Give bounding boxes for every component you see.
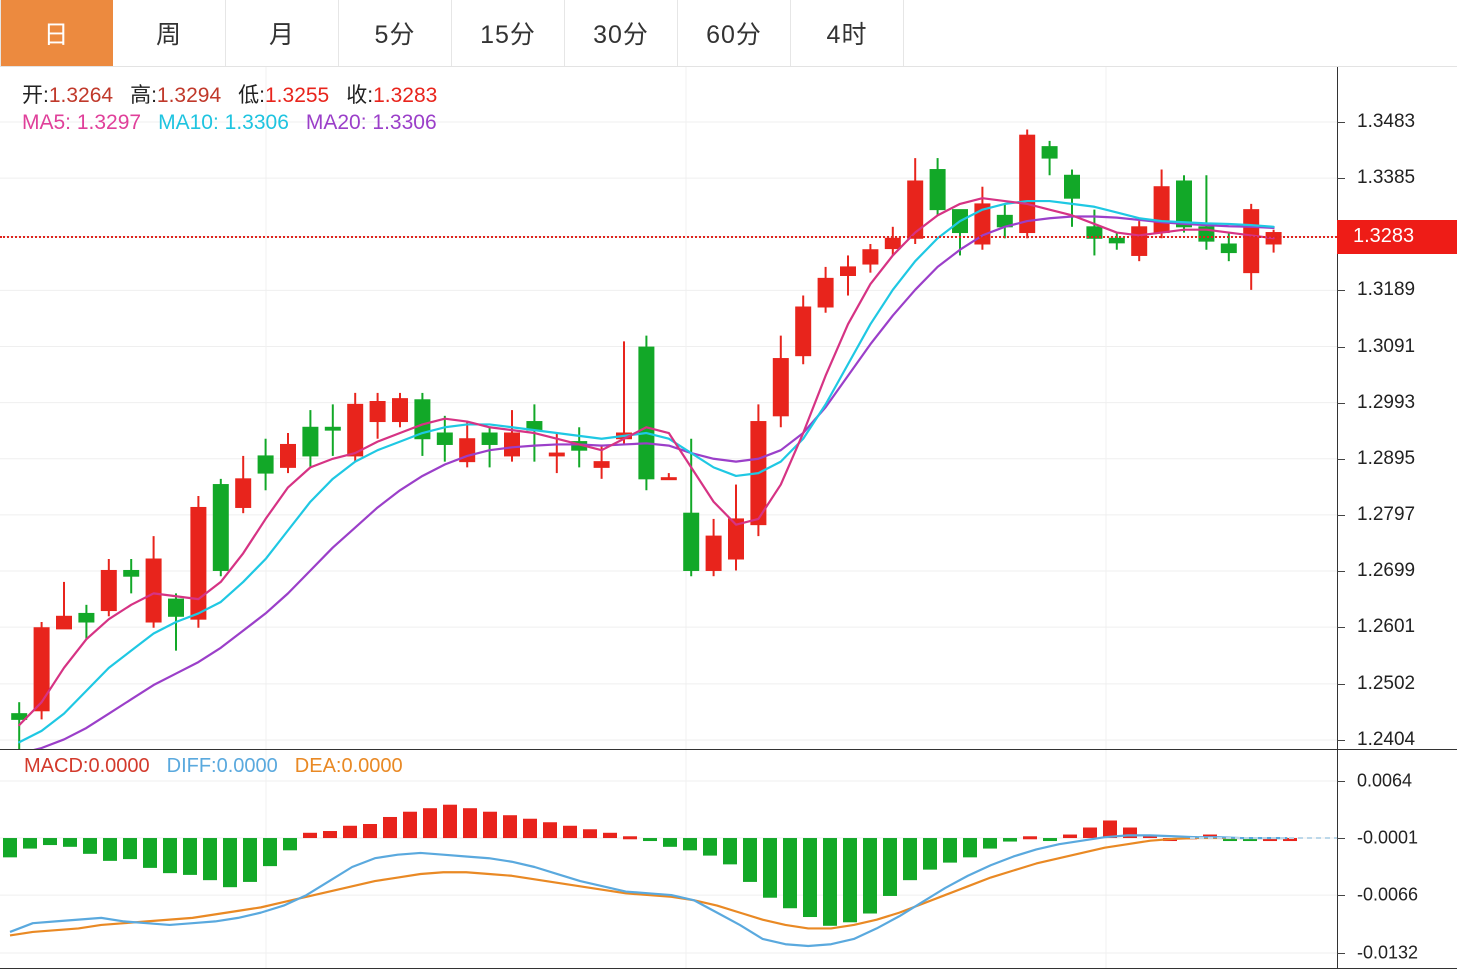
close-label: 收:: [346, 84, 374, 107]
macd-legend: MACD:0.0000 DIFF:0.0000 DEA:0.0000: [24, 755, 403, 778]
tab-label: 60分: [706, 21, 762, 49]
current-price-line: [0, 235, 1337, 238]
price-tick-mark: [1337, 402, 1345, 404]
ma20-value: 1.3306: [372, 111, 437, 134]
high-label: 高:: [130, 84, 157, 107]
macd-tick-mark: [1337, 895, 1345, 897]
price-tick-label: 1.3189: [1357, 279, 1416, 301]
price-tick-label: 1.2404: [1357, 729, 1416, 750]
ma10-label: MA10:: [158, 111, 219, 134]
panel-separator: [0, 749, 1457, 750]
tab-label: 5分: [374, 21, 416, 49]
macd-tick-label: -0.0001: [1357, 827, 1419, 848]
price-tick-mark: [1337, 683, 1345, 685]
macd-tick-label: -0.0066: [1357, 884, 1419, 905]
price-tick-label: 1.2601: [1357, 616, 1416, 638]
ma5-label: MA5:: [22, 111, 72, 134]
tabbar-spacer: [904, 0, 1457, 66]
price-panel: 1.3483 1.3385 1.3189 1.3091 1.2993 1.2895 1.27…: [0, 67, 1457, 750]
chart-container: 1.3483 1.3385 1.3189 1.3091 1.2993 1.2895 1.27…: [0, 67, 1457, 969]
price-tick-label: 1.2699: [1357, 560, 1416, 582]
price-axis: 1.3483 1.3385 1.3189 1.3091 1.2993 1.2895 1.27…: [1337, 67, 1457, 750]
tab-2[interactable]: 周: [113, 0, 226, 66]
macd-plot-area[interactable]: [0, 750, 1337, 969]
price-tick-label: 1.3091: [1357, 335, 1416, 357]
tab-3[interactable]: 月: [226, 0, 339, 66]
tab-label: 月: [268, 21, 295, 49]
macd-tick-mark: [1337, 953, 1345, 954]
macd-tick-mark: [1337, 838, 1345, 840]
price-tick-label: 1.2895: [1357, 447, 1416, 469]
ohlc-legend: 开:1.3264 高:1.3294 低:1.3255 收:1.3283: [22, 81, 437, 111]
open-value: 1.3264: [48, 84, 114, 107]
price-tick-mark: [1337, 122, 1345, 123]
timeframe-tabs: 日 周 月 5分 15分 30分 60分 4时: [0, 0, 904, 66]
price-tick-mark: [1337, 627, 1345, 629]
tab-label: 4时: [826, 21, 868, 49]
macd-axis-line: [1337, 750, 1338, 969]
tab-4[interactable]: 5分: [339, 0, 452, 66]
dea-label: DEA:: [294, 755, 342, 777]
price-tick-label: 1.2797: [1357, 503, 1416, 525]
price-plot-area[interactable]: [0, 67, 1337, 750]
price-tick-mark: [1337, 571, 1345, 573]
price-tick-mark: [1337, 740, 1345, 741]
price-axis-line: [1337, 67, 1338, 750]
ma-legend: MA5: 1.3297 MA10: 1.3306 MA20: 1.3306: [22, 111, 437, 135]
macd-label: MACD:: [24, 755, 89, 777]
macd-value: 0.0000: [88, 755, 150, 777]
low-value: 1.3255: [265, 84, 330, 107]
price-tick-mark: [1337, 290, 1345, 292]
macd-tick-mark: [1337, 781, 1345, 782]
tab-label: 15分: [480, 21, 536, 49]
tab-label: 30分: [593, 21, 649, 49]
timeframe-tabbar: 日 周 月 5分 15分 30分 60分 4时: [0, 0, 1457, 67]
diff-label: DIFF:: [166, 755, 217, 777]
macd-axis: 0.0064 -0.0001 -0.0066 -0.0132: [1337, 750, 1457, 969]
price-tick-mark: [1337, 178, 1345, 180]
high-value: 1.3294: [156, 84, 222, 107]
price-tick-label: 1.3385: [1357, 167, 1416, 189]
price-tick-mark: [1337, 458, 1345, 460]
price-tick-mark: [1337, 514, 1345, 516]
tab-label: 周: [155, 21, 182, 49]
dea-value: 0.0000: [341, 755, 403, 777]
tab-5[interactable]: 15分: [452, 0, 565, 66]
close-value: 1.3283: [373, 84, 438, 107]
diff-value: 0.0000: [216, 755, 278, 777]
tab-6[interactable]: 30分: [565, 0, 678, 66]
open-label: 开:: [22, 84, 49, 107]
price-tick-label: 1.2993: [1357, 391, 1416, 413]
tab-label: 日: [43, 21, 70, 49]
low-label: 低:: [238, 84, 265, 107]
macd-panel: 0.0064 -0.0001 -0.0066 -0.0132 MACD:0.0000 D…: [0, 750, 1457, 969]
macd-tick-label: -0.0132: [1357, 942, 1419, 963]
price-tick-label: 1.3483: [1357, 111, 1416, 132]
ma10-value: 1.3306: [224, 111, 289, 134]
current-price-badge: 1.3283: [1337, 219, 1457, 254]
ma5-value: 1.3297: [76, 111, 142, 134]
tab-8[interactable]: 4时: [791, 0, 904, 66]
tab-7[interactable]: 60分: [678, 0, 791, 66]
price-tick-label: 1.2502: [1357, 672, 1416, 694]
tab-1[interactable]: 日: [0, 0, 113, 66]
macd-tick-label: 0.0064: [1357, 770, 1413, 791]
price-tick-mark: [1337, 346, 1345, 348]
ma20-label: MA20:: [305, 111, 367, 134]
